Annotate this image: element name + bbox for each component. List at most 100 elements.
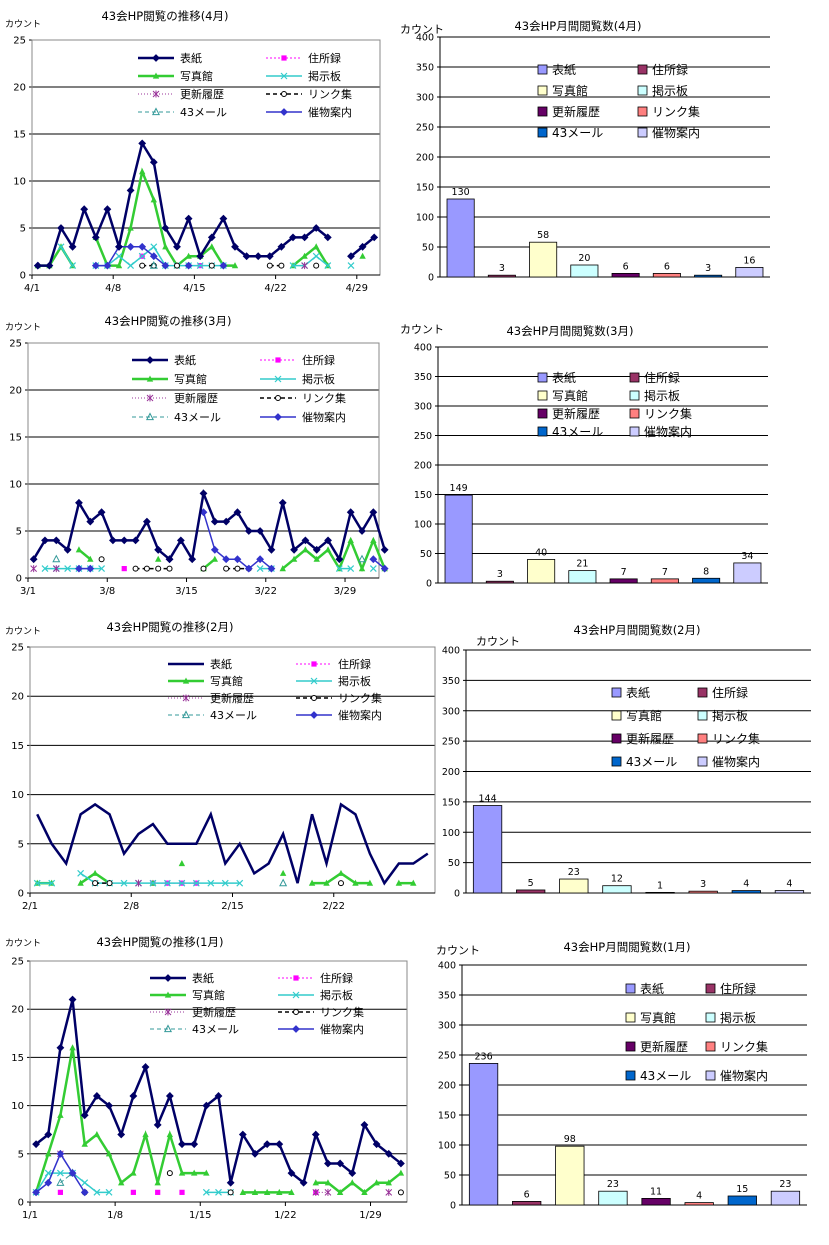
series-line [36, 802, 429, 886]
x-tick-label: 2/22 [323, 901, 345, 912]
series-line [292, 244, 329, 267]
bar [444, 494, 473, 584]
legend-swatch [637, 127, 648, 138]
x-tick-label: 1/15 [189, 1210, 211, 1221]
bar [774, 890, 805, 894]
legend-label: リンク集 [652, 104, 700, 119]
series-line [281, 537, 386, 572]
data-point [238, 1130, 247, 1139]
legend-marker [152, 72, 160, 79]
legend-label: 更新履歴 [626, 731, 674, 746]
data-point [150, 243, 158, 251]
data-point [155, 565, 162, 572]
legend-marker [163, 1024, 173, 1033]
legend-label: 43メール [174, 411, 221, 424]
data-point [138, 139, 147, 148]
data-point [288, 1188, 295, 1195]
y-tick-label: 15 [9, 433, 22, 444]
legend-label: 掲示板 [712, 708, 748, 723]
legend-label: 写真館 [552, 388, 588, 403]
data-point [397, 1189, 404, 1196]
data-point [301, 252, 308, 259]
data-point [202, 1101, 211, 1110]
bar-chart-bar_apr: 43会HP月間閲覧数(4月) カウント 0 50 100 150 200 250 300 350 4… [400, 19, 770, 284]
data-point [208, 262, 215, 269]
y-tick-label: 0 [450, 1201, 456, 1212]
series-更新履歴 [57, 1150, 393, 1196]
data-point [98, 565, 106, 573]
data-point [44, 1169, 52, 1177]
legend-label: 住所録 [302, 353, 335, 367]
legend-marker [293, 1009, 299, 1015]
data-point [92, 880, 99, 887]
data-point [77, 869, 85, 877]
data-label: 236 [474, 1051, 492, 1062]
legend-marker [311, 695, 317, 701]
legend-label: 住所録 [338, 657, 371, 671]
y-tick-label: 25 [11, 643, 24, 654]
data-point [200, 565, 207, 572]
legend-swatch [625, 983, 636, 994]
legend-marker [146, 356, 154, 364]
x-tick-label: 3/15 [175, 586, 197, 597]
y-tick-label: 25 [13, 36, 26, 47]
data-point [154, 1179, 161, 1186]
data-point [126, 186, 135, 195]
legend-label: 掲示板 [644, 388, 680, 403]
legend-marker [164, 1008, 172, 1016]
y-tick-label: 250 [416, 123, 434, 134]
legend-label: 催物案内 [302, 410, 346, 424]
data-point [64, 565, 72, 573]
data-point [275, 1140, 284, 1149]
data-point [312, 1179, 319, 1186]
legend-label: 43メール [180, 106, 227, 119]
y-tick-label: 400 [438, 961, 456, 972]
legend-label: 表紙 [180, 51, 202, 65]
data-point [33, 879, 41, 887]
bar [555, 1145, 585, 1206]
data-point [397, 1169, 405, 1176]
data-label: 3 [700, 879, 706, 890]
data-point [207, 233, 216, 242]
data-point [299, 1178, 308, 1187]
data-point [313, 555, 320, 562]
data-point [348, 1169, 357, 1177]
series-43メール [279, 878, 288, 887]
data-point [161, 261, 170, 270]
data-point [161, 224, 170, 232]
data-point [242, 252, 251, 261]
data-point [56, 1043, 65, 1052]
bar [468, 1063, 499, 1206]
data-point [149, 879, 157, 887]
data-point [120, 879, 128, 887]
x-tick-label: 4/8 [105, 283, 121, 294]
data-point [45, 1150, 52, 1157]
data-label: 4 [786, 879, 792, 890]
legend-label: 写真館 [210, 674, 243, 688]
data-point [190, 1140, 199, 1149]
y-tick-label: 150 [416, 183, 434, 194]
legend-swatch [537, 372, 548, 383]
data-point [347, 536, 354, 543]
data-point [360, 1120, 369, 1129]
data-point [81, 1179, 89, 1187]
bar [602, 885, 632, 894]
data-point [185, 252, 192, 259]
legend-label: リンク集 [644, 406, 692, 421]
legend-swatch [705, 1012, 716, 1023]
data-point [372, 1140, 381, 1149]
data-point [210, 517, 219, 526]
y-tick-label: 10 [11, 1101, 24, 1112]
line-chart-line_apr: 43会HP閲覧の推移(4月) カウント 0 5 10 15 20 25 4/1 4/8 4/15 4/… [5, 9, 381, 294]
legend-label: 表紙 [640, 981, 664, 996]
chart-title: 43会HP閲覧の推移(1月) [96, 935, 223, 949]
x-tick-label: 3/1 [20, 586, 36, 597]
legend-label: 43メール [192, 1023, 239, 1036]
data-point [56, 1178, 65, 1186]
data-point [91, 869, 99, 876]
data-point [357, 554, 367, 563]
legend-label: 掲示板 [652, 83, 688, 98]
